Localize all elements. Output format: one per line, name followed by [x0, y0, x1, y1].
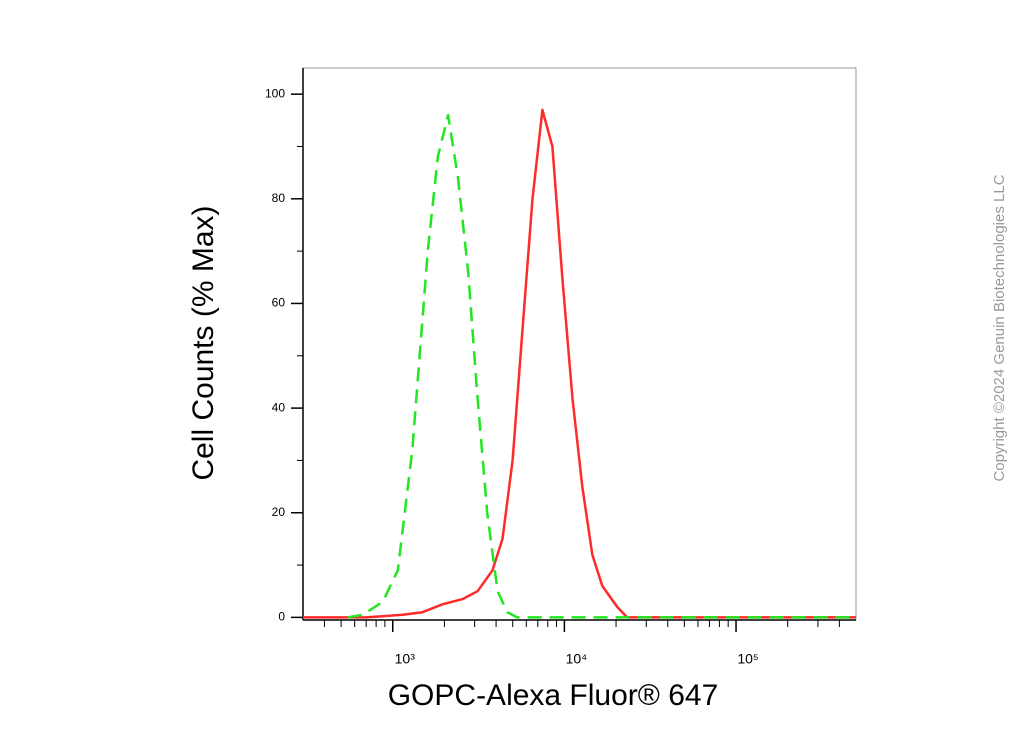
x-tick-label: 10³ — [395, 651, 416, 667]
y-tick-label: 80 — [272, 191, 286, 205]
x-axis-label: GOPC-Alexa Fluor® 647 — [388, 679, 719, 712]
y-tick-label: 60 — [272, 296, 286, 310]
histogram-line — [303, 108, 856, 619]
x-tick-label: 10⁵ — [737, 651, 758, 667]
histogram-line — [347, 113, 856, 619]
y-tick-label: 0 — [278, 610, 285, 624]
plot-frame — [302, 67, 857, 621]
y-tick-label: 20 — [272, 505, 286, 519]
y-axis-label: Cell Counts (% Max) — [187, 205, 220, 480]
y-tick-label: 40 — [272, 400, 286, 414]
y-tick-label: 100 — [265, 86, 285, 100]
copyright: Copyright ©2024 Genuin Biotechnologies L… — [991, 174, 1008, 481]
x-tick-label: 10⁴ — [566, 651, 588, 667]
